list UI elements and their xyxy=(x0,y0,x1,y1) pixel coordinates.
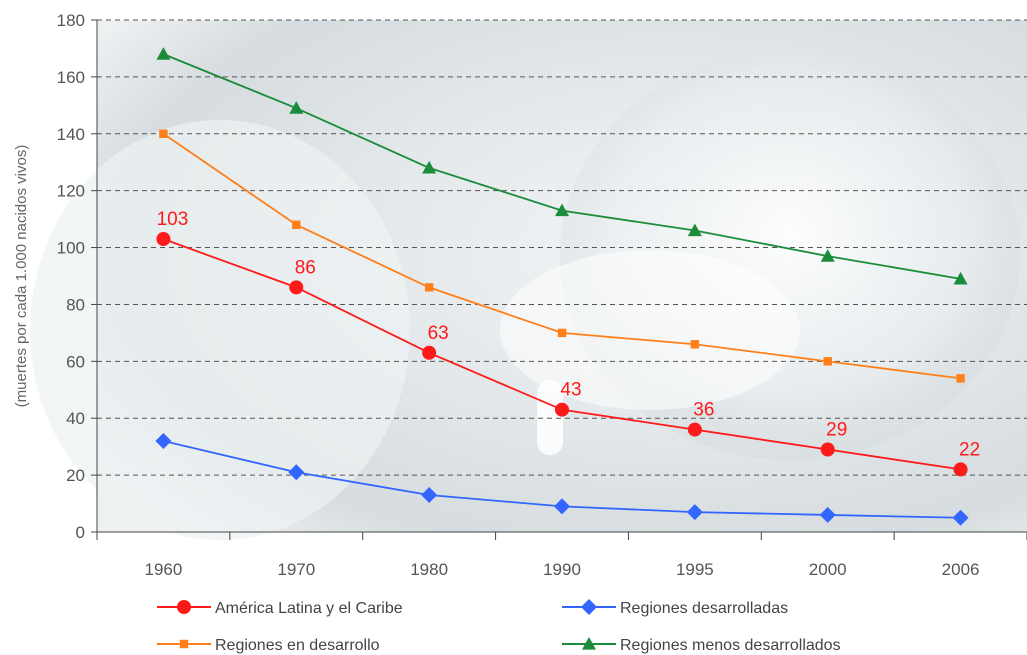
legend-marker xyxy=(179,639,189,649)
data-point xyxy=(156,232,171,247)
series-layer: 103 86 63 43 36 29 22 xyxy=(155,47,980,526)
data-label: 43 xyxy=(560,380,581,401)
legend-marker xyxy=(581,599,597,615)
x-tick-label: 1970 xyxy=(277,560,315,579)
data-label: 29 xyxy=(826,420,847,441)
data-point xyxy=(289,101,304,114)
data-label: 86 xyxy=(295,257,316,278)
data-point xyxy=(819,506,836,523)
data-point xyxy=(820,249,835,262)
data-point xyxy=(690,340,700,349)
plot-background xyxy=(30,20,1027,540)
series-america-latina-y-el-caribe: 103 86 63 43 36 29 22 xyxy=(156,209,980,477)
legend-item: América Latina y el Caribe xyxy=(157,600,403,617)
legend-marker xyxy=(582,637,596,650)
y-tick-label: 160 xyxy=(57,68,85,87)
x-tick-label: 1995 xyxy=(676,560,714,579)
series-regiones-desarrolladas xyxy=(155,432,969,526)
data-point xyxy=(159,129,168,138)
data-point xyxy=(953,462,968,477)
y-tick-label: 60 xyxy=(66,352,85,371)
grid xyxy=(97,19,1027,476)
legend-label: Regiones menos desarrollados xyxy=(620,637,841,654)
x-tick-label: 1980 xyxy=(410,560,448,579)
y-tick-labels: 0 20 40 60 80 100 120 140 160 180 xyxy=(57,11,97,542)
y-tick-label: 100 xyxy=(57,239,85,258)
x-tick-label: 1990 xyxy=(543,560,581,579)
data-label: 36 xyxy=(693,400,714,421)
y-tick-label: 20 xyxy=(66,466,85,485)
y-tick-label: 0 xyxy=(76,523,85,542)
data-point xyxy=(820,442,835,457)
y-tick-label: 40 xyxy=(66,409,85,428)
y-axis-label: (muertes por cada 1.000 nacidos vivos) xyxy=(13,145,30,408)
data-point xyxy=(289,280,304,295)
data-point xyxy=(953,271,968,285)
data-point xyxy=(554,498,570,515)
x-tick-labels: 1960 1970 1980 1990 1995 2000 2006 xyxy=(96,532,1027,579)
legend-item: Regiones desarrolladas xyxy=(562,599,788,617)
legend-label: América Latina y el Caribe xyxy=(215,600,403,617)
data-point xyxy=(424,283,434,292)
legend-item: Regiones menos desarrollados xyxy=(562,637,841,654)
data-point xyxy=(555,203,569,217)
x-tick-label: 1960 xyxy=(145,560,183,579)
data-point xyxy=(687,223,702,237)
y-tick-label: 180 xyxy=(57,11,85,30)
legend-label: Regiones en desarrollo xyxy=(215,637,380,654)
data-point xyxy=(956,374,965,383)
axes xyxy=(96,20,1027,533)
data-point xyxy=(421,487,438,504)
y-tick-label: 120 xyxy=(57,182,85,201)
data-point xyxy=(422,160,437,174)
legend: América Latina y el Caribe Regiones desar… xyxy=(157,599,841,654)
data-label: 22 xyxy=(959,439,980,460)
data-point xyxy=(557,328,567,338)
series-regiones-en-desarrollo xyxy=(159,129,965,383)
data-point xyxy=(686,504,703,521)
y-tick-label: 140 xyxy=(57,125,85,144)
x-tick-label: 2006 xyxy=(942,560,980,579)
data-point xyxy=(156,47,171,60)
data-point xyxy=(555,402,569,417)
data-point xyxy=(288,464,305,481)
data-point xyxy=(155,432,172,449)
data-point xyxy=(823,357,832,366)
legend-item: Regiones en desarrollo xyxy=(157,637,380,654)
series-regiones-menos-desarrollados xyxy=(156,47,968,285)
legend-label: Regiones desarrolladas xyxy=(620,600,788,617)
data-point xyxy=(687,422,702,437)
data-point xyxy=(952,509,969,526)
data-point xyxy=(422,345,437,360)
legend-marker xyxy=(177,600,191,614)
data-label: 63 xyxy=(428,323,449,344)
x-tick-label: 2000 xyxy=(809,560,847,579)
data-point xyxy=(292,220,301,229)
y-tick-label: 80 xyxy=(66,295,85,314)
data-label: 103 xyxy=(157,209,189,230)
